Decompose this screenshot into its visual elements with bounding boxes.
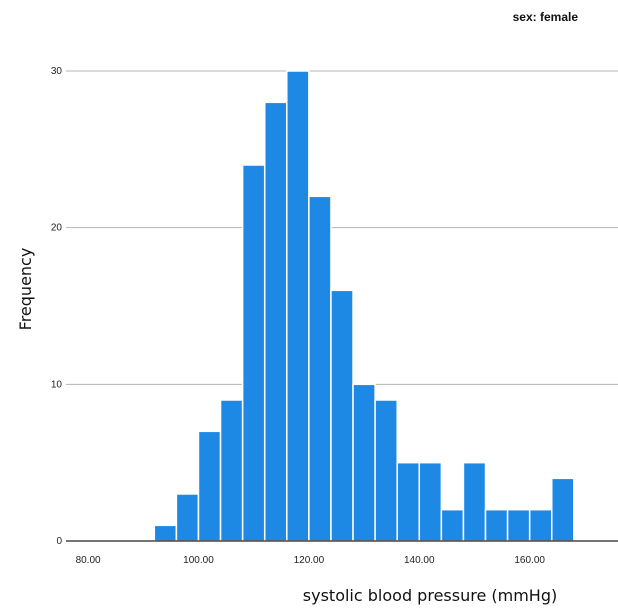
- histogram-bar-2: [197, 430, 222, 542]
- histogram-bar-7: [308, 195, 332, 542]
- y-tick-label-1: 10: [51, 379, 63, 390]
- histogram-bar-9: [352, 383, 376, 542]
- histogram-bar-16: [506, 508, 531, 542]
- histogram-bar-6: [286, 70, 310, 542]
- histogram-bar-5: [263, 101, 288, 542]
- y-axis-ticks: 0 10 20 30: [51, 66, 63, 547]
- y-axis-title: Frequency: [16, 248, 35, 331]
- histogram-bar-10: [374, 399, 398, 542]
- histogram-bar-12: [418, 461, 443, 542]
- histogram-bar-18: [551, 477, 575, 542]
- histogram-bar-15: [484, 508, 509, 542]
- panel-title: sex: female: [513, 10, 579, 24]
- x-tick-label-0: 80.00: [76, 555, 101, 566]
- histogram-bar-1: [175, 493, 200, 542]
- y-tick-label-0: 0: [56, 536, 62, 547]
- y-tick-label-3: 30: [51, 66, 63, 77]
- histogram-bar-8: [330, 289, 354, 542]
- x-axis-ticks: 80.00 100.00 120.00 140.00 160.00: [76, 555, 546, 566]
- histogram-bar-4: [241, 164, 266, 542]
- x-tick-label-3: 140.00: [404, 555, 435, 566]
- y-tick-label-2: 20: [51, 223, 63, 234]
- x-tick-label-2: 120.00: [294, 555, 325, 566]
- x-tick-label-1: 100.00: [183, 555, 214, 566]
- x-axis-title: systolic blood pressure (mmHg): [303, 586, 557, 605]
- histogram-bar-3: [219, 399, 244, 542]
- histogram-bars: [153, 70, 575, 542]
- x-tick-label-4: 160.00: [514, 555, 545, 566]
- histogram-bar-11: [396, 461, 421, 542]
- histogram-bar-13: [440, 508, 465, 542]
- histogram-bar-0: [153, 524, 178, 542]
- histogram-bar-17: [528, 508, 553, 542]
- histogram-bar-14: [462, 461, 487, 542]
